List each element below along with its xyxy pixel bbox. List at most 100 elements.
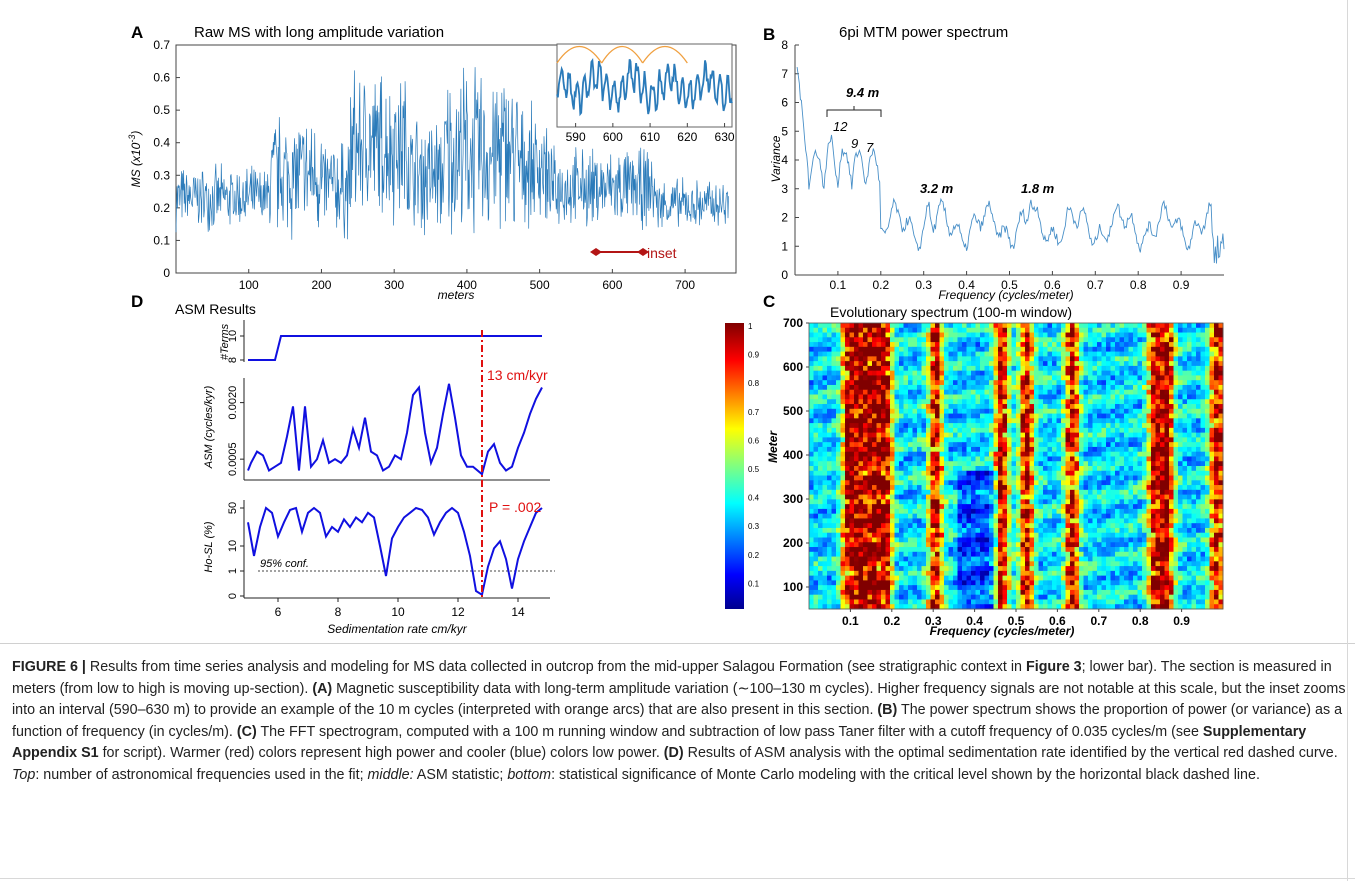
heat-cell [1101, 413, 1107, 419]
heat-cell [885, 356, 891, 362]
heat-cell [899, 394, 904, 400]
heat-cell [872, 475, 877, 481]
heat-cell [1164, 456, 1170, 462]
heat-cell [998, 365, 1003, 372]
heat-cell [1007, 494, 1012, 500]
heat-cell [813, 532, 819, 538]
heat-cell [1160, 418, 1165, 424]
heat-cell [975, 389, 981, 395]
heat-cell [1007, 356, 1012, 362]
heat-cell [809, 456, 814, 462]
heat-cell [1173, 537, 1179, 543]
heat-cell [1083, 527, 1089, 534]
heat-cell [948, 375, 954, 381]
heat-cell [944, 542, 949, 548]
heat-cell [957, 380, 963, 386]
heat-cell [876, 518, 882, 524]
heat-cell [1218, 518, 1224, 524]
heat-cell [1029, 437, 1035, 443]
heat-cell [975, 351, 981, 357]
heat-cell [912, 365, 918, 372]
heat-cell [890, 432, 895, 438]
heat-cell [1020, 351, 1026, 357]
heat-cell [926, 408, 931, 414]
heat-cell [971, 518, 976, 524]
heat-cell [921, 480, 927, 486]
heat-cell [899, 480, 904, 486]
heat-cell [926, 423, 931, 429]
heat-cell [1079, 451, 1084, 457]
heat-cell [1124, 442, 1129, 448]
heat-cell [948, 485, 954, 491]
heat-cell [854, 537, 859, 543]
heat-cell [1029, 356, 1035, 362]
heat-cell [1029, 547, 1035, 553]
heat-cell [939, 523, 945, 529]
heat-cell [899, 532, 904, 538]
heat-cell [1173, 494, 1179, 500]
heat-cell [1128, 518, 1134, 524]
heat-cell [867, 394, 873, 400]
heat-cell [944, 365, 949, 372]
heat-cell [831, 432, 837, 438]
heat-cell [1155, 523, 1161, 529]
heat-cell [962, 432, 967, 438]
heat-cell [1007, 556, 1012, 562]
heat-cell [876, 370, 882, 376]
heat-cell [953, 456, 958, 462]
heat-cell [827, 346, 832, 352]
heat-cell [939, 470, 945, 476]
heat-cell [813, 437, 819, 443]
heat-cell [809, 418, 814, 424]
heat-cell [1191, 408, 1197, 414]
heat-cell [1124, 523, 1129, 529]
heat-cell [1110, 499, 1116, 505]
heat-cell [1061, 375, 1066, 381]
heat-cell [822, 423, 828, 429]
heat-cell [885, 332, 891, 338]
heat-cell [1079, 423, 1084, 429]
heat-cell [858, 418, 864, 424]
heat-cell [881, 399, 886, 405]
heat-cell [876, 342, 882, 348]
heat-cell [980, 480, 985, 486]
heat-cell [1115, 380, 1120, 386]
heat-cell [1155, 418, 1161, 424]
heat-cell [845, 518, 850, 524]
heat-cell [1056, 399, 1062, 405]
heat-cell [989, 523, 994, 529]
heat-cell [1056, 356, 1062, 362]
heat-cell [993, 504, 999, 510]
heat-cell [1034, 566, 1039, 572]
heat-cell [912, 389, 918, 395]
heat-cell [876, 437, 882, 443]
heat-cell [953, 413, 958, 419]
heat-cell [1115, 442, 1120, 448]
heat-cell [1110, 408, 1116, 414]
heat-cell [899, 346, 904, 352]
heat-cell [980, 394, 985, 400]
inset-tick-label: 590 [566, 130, 586, 144]
heat-cell [926, 508, 931, 515]
heat-cell [894, 518, 900, 524]
heat-cell [1011, 499, 1017, 505]
heat-cell [980, 380, 985, 386]
heat-cell [1083, 451, 1089, 457]
panel-a-letter: A [131, 23, 143, 42]
heat-cell [818, 508, 823, 515]
heat-cell [926, 532, 931, 538]
heat-cell [849, 399, 855, 405]
heat-cell [818, 356, 823, 362]
heat-cell [1128, 432, 1134, 438]
heat-cell [1124, 384, 1129, 391]
heat-cell [1061, 399, 1066, 405]
heat-cell [1110, 342, 1116, 348]
heat-cell [1182, 537, 1188, 543]
heat-cell [1151, 375, 1156, 381]
heat-cell [1002, 551, 1008, 557]
heat-cell [863, 365, 868, 372]
heat-cell [1070, 404, 1075, 410]
heat-cell [939, 327, 945, 333]
heat-cell [1155, 432, 1161, 438]
heat-cell [926, 561, 931, 567]
